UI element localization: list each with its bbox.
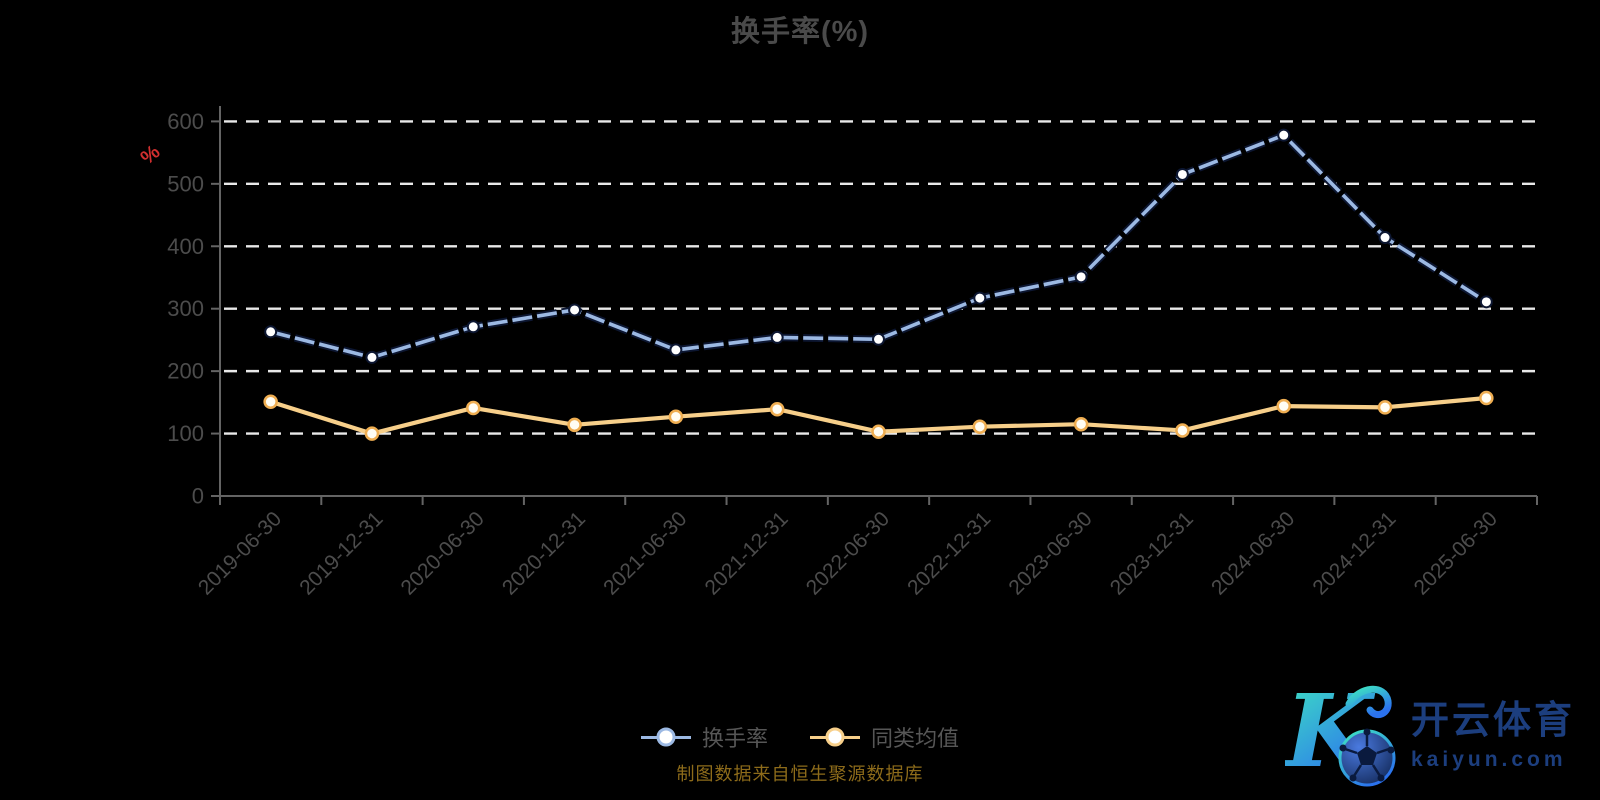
y-axis-label: 0 (192, 484, 204, 509)
data-source-note: 制图数据来自恒生聚源数据库 (676, 764, 924, 784)
data-point-category-average[interactable] (1276, 398, 1291, 414)
y-axis-label: 300 (167, 296, 204, 321)
data-point-turnover[interactable] (1175, 167, 1189, 181)
x-axis-label: 2022-06-30 (802, 507, 894, 599)
legend-item-turnover[interactable]: 换手率 (640, 721, 768, 753)
x-axis-label: 2019-12-31 (295, 507, 387, 599)
data-point-category-average[interactable] (466, 400, 481, 416)
data-point-category-average[interactable] (1377, 400, 1393, 415)
data-point-turnover[interactable] (872, 332, 885, 346)
legend-label-category-average: 同类均值 (871, 726, 960, 751)
legend-item-category-average[interactable]: 同类均值 (810, 721, 959, 753)
data-point-category-average[interactable] (1073, 416, 1089, 432)
logo-swirl (1345, 685, 1392, 719)
x-axis-label: 2023-12-31 (1106, 507, 1198, 599)
x-axis-label: 2020-12-31 (498, 507, 590, 599)
data-point-turnover[interactable] (973, 291, 987, 305)
y-axis-label: 600 (167, 109, 204, 134)
x-axis-label: 2022-12-31 (903, 507, 995, 599)
watermark-brand-text: 开云体育 (1411, 700, 1576, 742)
data-point-category-average[interactable] (871, 424, 886, 439)
x-axis-label: 2024-06-30 (1207, 507, 1299, 599)
legend-marker-turnover-icon (640, 727, 691, 747)
data-point-turnover[interactable] (770, 330, 784, 344)
watermark-text-block: 开云体育 kaiyun.com (1411, 702, 1575, 770)
watermark-domain-text: kaiyun.com (1411, 748, 1567, 771)
x-axis-label: 2020-06-30 (397, 507, 489, 599)
data-point-category-average[interactable] (1175, 423, 1190, 438)
x-axis-label: 2025-06-30 (1410, 507, 1502, 599)
kaiyun-logo-icon: K (1285, 676, 1396, 790)
legend-marker-category-average-icon (810, 727, 860, 747)
data-point-turnover[interactable] (466, 320, 480, 334)
data-point-category-average[interactable] (364, 426, 380, 441)
x-axis-label: 2023-06-30 (1004, 507, 1096, 599)
football-icon (1338, 728, 1396, 787)
y-axis-label: 500 (167, 171, 204, 196)
y-axis-label: 200 (167, 359, 204, 384)
data-point-category-average[interactable] (972, 419, 988, 434)
data-point-turnover[interactable] (264, 325, 278, 339)
y-axis-label: 100 (167, 421, 204, 446)
data-point-turnover[interactable] (1277, 128, 1291, 142)
data-point-category-average[interactable] (1479, 390, 1494, 406)
data-point-turnover[interactable] (365, 350, 379, 364)
legend-label-turnover: 换手率 (701, 726, 768, 751)
data-point-turnover[interactable] (1074, 270, 1088, 284)
x-axis-label: 2024-12-31 (1308, 507, 1400, 599)
data-point-category-average[interactable] (567, 417, 582, 433)
data-point-turnover[interactable] (669, 343, 683, 357)
y-axis-label: 400 (167, 234, 204, 259)
x-axis-label: 2021-12-31 (701, 507, 793, 599)
data-point-turnover[interactable] (1378, 231, 1392, 245)
kaiyun-watermark: K 开云体育 kaiyun.com (1285, 676, 1597, 796)
data-point-turnover[interactable] (568, 303, 582, 317)
x-axis-label: 2021-06-30 (599, 507, 691, 599)
chart-title: 换手率(%) (730, 16, 870, 48)
data-point-category-average[interactable] (769, 401, 785, 417)
data-point-category-average[interactable] (263, 394, 278, 409)
data-point-category-average[interactable] (668, 409, 684, 424)
data-point-turnover[interactable] (1479, 295, 1493, 309)
chart-legend: 换手率 同类均值 (0, 722, 1600, 752)
x-axis-label: 2019-06-30 (194, 507, 286, 599)
